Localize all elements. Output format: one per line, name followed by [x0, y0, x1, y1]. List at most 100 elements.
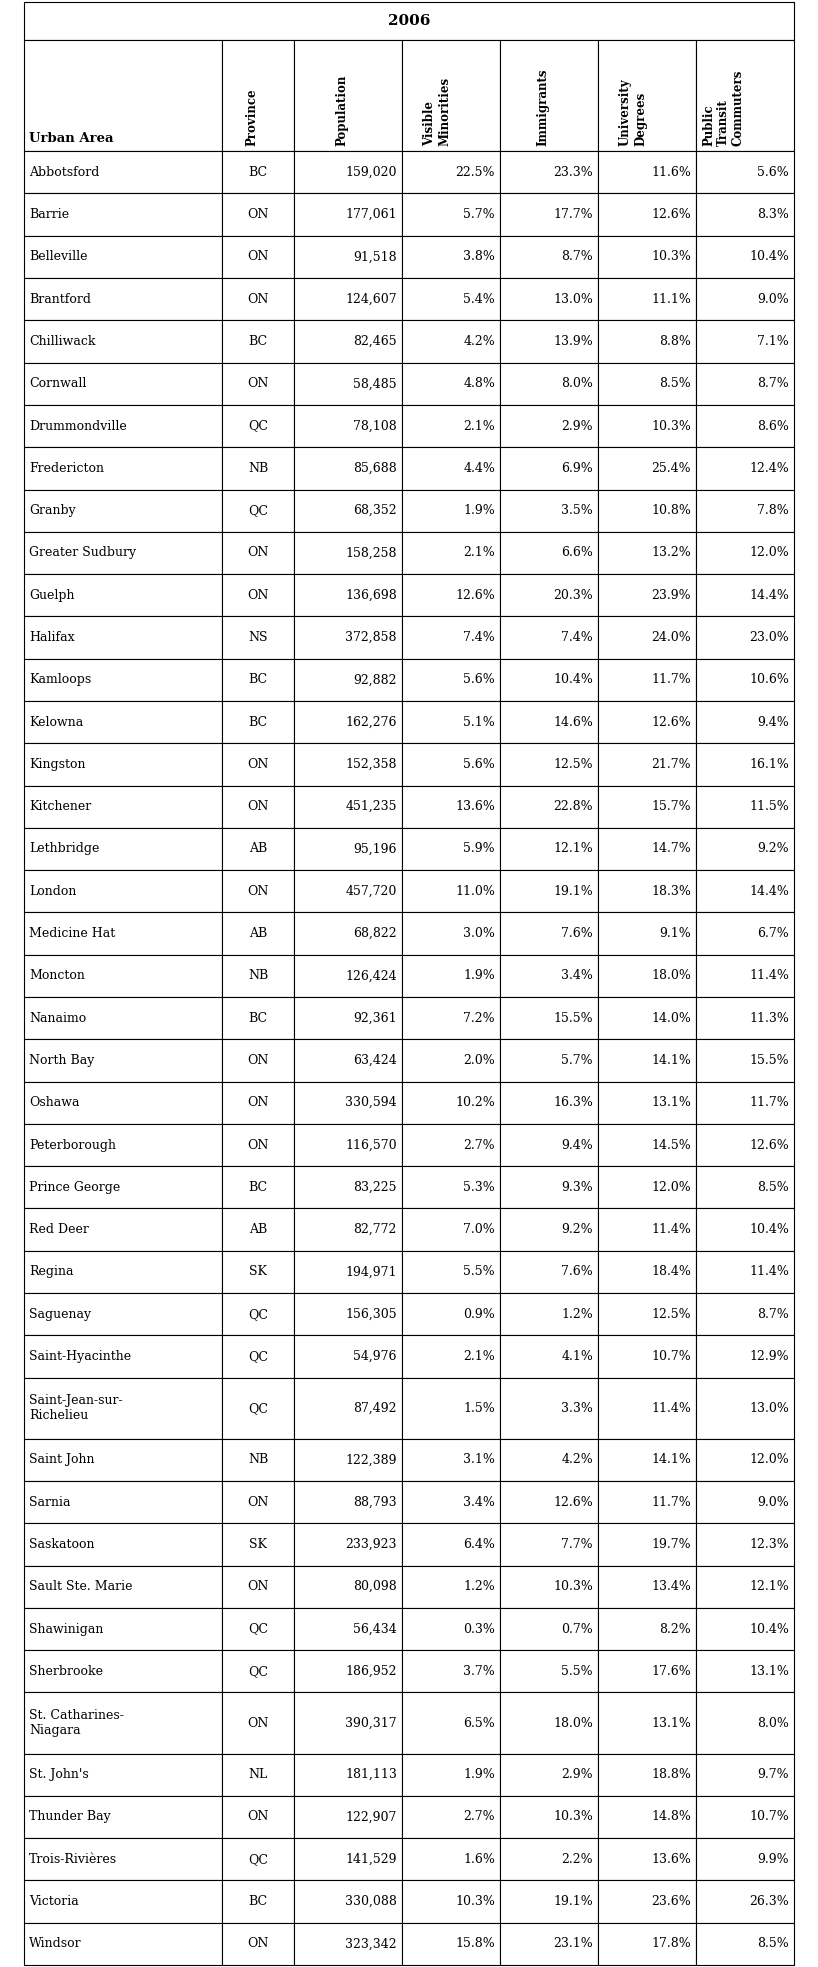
Bar: [222, 828, 294, 869]
Bar: [222, 1251, 294, 1292]
Text: 15.8%: 15.8%: [456, 1937, 495, 1951]
Bar: [24, 700, 222, 744]
Bar: [598, 1377, 696, 1438]
Bar: [222, 1377, 294, 1438]
Bar: [24, 277, 222, 321]
Bar: [696, 785, 794, 828]
Bar: [294, 616, 402, 659]
Bar: [24, 1123, 222, 1166]
Text: 5.6%: 5.6%: [757, 165, 789, 179]
Bar: [402, 1837, 500, 1880]
Bar: [500, 828, 598, 869]
Bar: [696, 490, 794, 531]
Text: University
Degrees: University Degrees: [619, 79, 647, 146]
Text: 10.4%: 10.4%: [749, 250, 789, 264]
Text: 7.4%: 7.4%: [561, 631, 593, 643]
Text: 26.3%: 26.3%: [749, 1894, 789, 1908]
Bar: [598, 1292, 696, 1336]
Text: ON: ON: [247, 1810, 268, 1823]
Text: 22.5%: 22.5%: [456, 165, 495, 179]
Bar: [294, 405, 402, 447]
Bar: [500, 1377, 598, 1438]
Text: 4.8%: 4.8%: [463, 378, 495, 389]
Text: ON: ON: [247, 293, 268, 305]
Bar: [696, 1880, 794, 1922]
Bar: [24, 1166, 222, 1208]
Bar: [402, 1438, 500, 1481]
Text: 2006: 2006: [388, 14, 430, 28]
Text: 2.1%: 2.1%: [463, 419, 495, 433]
Text: 13.1%: 13.1%: [749, 1664, 789, 1678]
Bar: [294, 700, 402, 744]
Text: 56,434: 56,434: [353, 1623, 397, 1635]
Bar: [696, 1166, 794, 1208]
Text: ON: ON: [247, 1495, 268, 1509]
Bar: [402, 1922, 500, 1965]
Bar: [24, 1922, 222, 1965]
Text: NB: NB: [248, 1454, 268, 1465]
Bar: [24, 1566, 222, 1607]
Text: 9.7%: 9.7%: [757, 1768, 789, 1782]
Bar: [222, 954, 294, 997]
Bar: [222, 1922, 294, 1965]
Bar: [294, 1208, 402, 1251]
Bar: [222, 1566, 294, 1607]
Bar: [222, 447, 294, 490]
Bar: [222, 531, 294, 574]
Bar: [402, 39, 500, 151]
Text: 11.4%: 11.4%: [749, 970, 789, 982]
Text: 85,688: 85,688: [353, 462, 397, 474]
Bar: [24, 1880, 222, 1922]
Text: 8.0%: 8.0%: [561, 378, 593, 389]
Bar: [402, 1607, 500, 1650]
Bar: [402, 362, 500, 405]
Bar: [598, 1796, 696, 1837]
Bar: [500, 1336, 598, 1377]
Bar: [294, 321, 402, 362]
Bar: [222, 1336, 294, 1377]
Text: 162,276: 162,276: [345, 716, 397, 728]
Text: ON: ON: [247, 1717, 268, 1729]
Bar: [696, 1336, 794, 1377]
Bar: [500, 913, 598, 954]
Text: 12.5%: 12.5%: [651, 1308, 691, 1320]
Bar: [598, 954, 696, 997]
Bar: [598, 1438, 696, 1481]
Bar: [402, 1522, 500, 1566]
Bar: [402, 1481, 500, 1522]
Bar: [696, 828, 794, 869]
Bar: [222, 1208, 294, 1251]
Text: 20.3%: 20.3%: [553, 588, 593, 602]
Text: 23.6%: 23.6%: [651, 1894, 691, 1908]
Text: 18.0%: 18.0%: [651, 970, 691, 982]
Text: 5.6%: 5.6%: [463, 673, 495, 686]
Bar: [500, 1880, 598, 1922]
Text: 5.9%: 5.9%: [463, 842, 495, 856]
Bar: [696, 362, 794, 405]
Text: 14.6%: 14.6%: [553, 716, 593, 728]
Text: Saguenay: Saguenay: [29, 1308, 91, 1320]
Text: 8.3%: 8.3%: [757, 209, 789, 220]
Bar: [598, 277, 696, 321]
Text: 16.1%: 16.1%: [749, 757, 789, 771]
Text: 11.3%: 11.3%: [749, 1011, 789, 1025]
Bar: [696, 405, 794, 447]
Text: 23.9%: 23.9%: [651, 588, 691, 602]
Text: 116,570: 116,570: [345, 1139, 397, 1151]
Bar: [402, 193, 500, 236]
Bar: [696, 744, 794, 785]
Text: 126,424: 126,424: [345, 970, 397, 982]
Bar: [598, 1208, 696, 1251]
Bar: [402, 954, 500, 997]
Bar: [500, 321, 598, 362]
Bar: [222, 1039, 294, 1082]
Text: 14.4%: 14.4%: [749, 588, 789, 602]
Text: QC: QC: [248, 1349, 268, 1363]
Text: 11.1%: 11.1%: [651, 293, 691, 305]
Text: 78,108: 78,108: [353, 419, 397, 433]
Text: 12.0%: 12.0%: [749, 547, 789, 559]
Text: 5.1%: 5.1%: [463, 716, 495, 728]
Text: 0.9%: 0.9%: [463, 1308, 495, 1320]
Bar: [696, 1481, 794, 1522]
Text: 457,720: 457,720: [346, 885, 397, 897]
